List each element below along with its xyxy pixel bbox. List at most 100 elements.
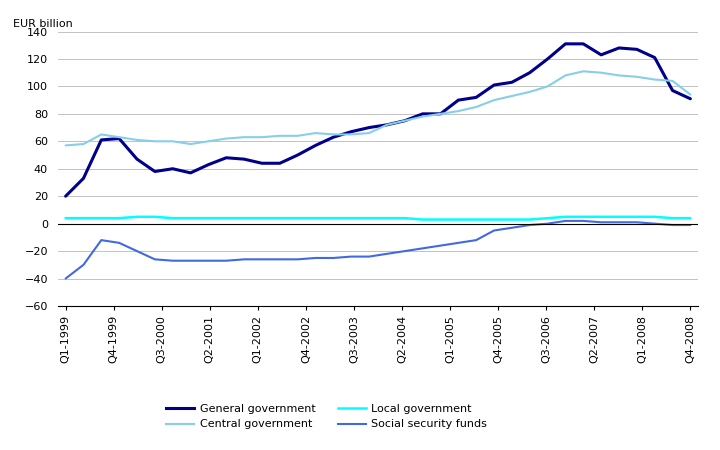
Central government [240, 135, 248, 140]
Central government [132, 137, 141, 143]
Social security funds [311, 255, 320, 261]
Social security funds [329, 255, 338, 261]
Local government [686, 216, 695, 221]
Local government [650, 214, 659, 220]
Social security funds [276, 256, 284, 262]
Social security funds [544, 221, 552, 226]
Central government [61, 143, 70, 148]
Social security funds [400, 248, 409, 254]
General government [311, 143, 320, 148]
Central government [168, 139, 177, 144]
General government [561, 41, 570, 46]
Central government [650, 77, 659, 82]
Local government [347, 216, 356, 221]
Central government [668, 78, 677, 84]
Local government [615, 214, 624, 220]
Local government [293, 216, 302, 221]
General government [490, 82, 498, 88]
Central government [615, 73, 624, 78]
Local government [508, 217, 516, 222]
Local government [632, 214, 641, 220]
Social security funds [222, 258, 230, 263]
Central government [382, 122, 391, 127]
General government [454, 98, 463, 103]
Social security funds [168, 258, 177, 263]
Social security funds [79, 262, 88, 267]
Central government [365, 130, 374, 136]
General government [365, 125, 374, 130]
Central government [115, 135, 124, 140]
Social security funds [61, 276, 70, 281]
Central government [454, 108, 463, 114]
Social security funds [561, 218, 570, 224]
General government [668, 88, 677, 93]
Local government [276, 216, 284, 221]
Local government [490, 217, 498, 222]
General government [650, 55, 659, 60]
Local government [150, 214, 159, 220]
General government [115, 136, 124, 141]
General government [132, 157, 141, 162]
General government [615, 45, 624, 51]
Central government [222, 136, 230, 141]
Central government [632, 74, 641, 80]
Local government [526, 217, 534, 222]
Social security funds [650, 221, 659, 226]
Local government [365, 216, 374, 221]
General government [632, 47, 641, 52]
Local government [597, 214, 606, 220]
Social security funds [258, 256, 266, 262]
Social security funds [508, 225, 516, 230]
Local government [668, 216, 677, 221]
Line: Social security funds: Social security funds [66, 221, 690, 279]
General government [168, 166, 177, 171]
Social security funds [97, 238, 106, 243]
General government [293, 152, 302, 158]
Central government [79, 141, 88, 147]
Line: Central government: Central government [66, 71, 690, 145]
Central government [329, 132, 338, 137]
Central government [311, 130, 320, 136]
Social security funds [204, 258, 212, 263]
Central government [204, 139, 212, 144]
General government [329, 135, 338, 140]
Local government [579, 214, 588, 220]
Local government [186, 216, 195, 221]
General government [258, 161, 266, 166]
Central government [293, 133, 302, 139]
Local government [222, 216, 230, 221]
Social security funds [632, 220, 641, 225]
Local government [436, 217, 445, 222]
Local government [258, 216, 266, 221]
Central government [400, 118, 409, 123]
General government [79, 176, 88, 181]
Central government [97, 132, 106, 137]
Central government [347, 132, 356, 137]
Central government [472, 104, 480, 110]
Local government [240, 216, 248, 221]
Social security funds [150, 256, 159, 262]
Central government [597, 70, 606, 76]
Social security funds [615, 220, 624, 225]
Social security funds [597, 220, 606, 225]
Local government [61, 216, 70, 221]
General government [61, 194, 70, 199]
Central government [418, 114, 427, 119]
Central government [526, 89, 534, 94]
General government [204, 162, 212, 167]
General government [597, 52, 606, 58]
Social security funds [418, 246, 427, 251]
Central government [686, 92, 695, 97]
Local government [400, 216, 409, 221]
Social security funds [240, 256, 248, 262]
Central government [579, 68, 588, 74]
Social security funds [132, 248, 141, 254]
Local government [382, 216, 391, 221]
General government [472, 94, 480, 100]
Local government [561, 214, 570, 220]
Local government [454, 217, 463, 222]
Social security funds [686, 222, 695, 228]
General government [508, 80, 516, 85]
Social security funds [668, 222, 677, 228]
Local government [544, 216, 552, 221]
